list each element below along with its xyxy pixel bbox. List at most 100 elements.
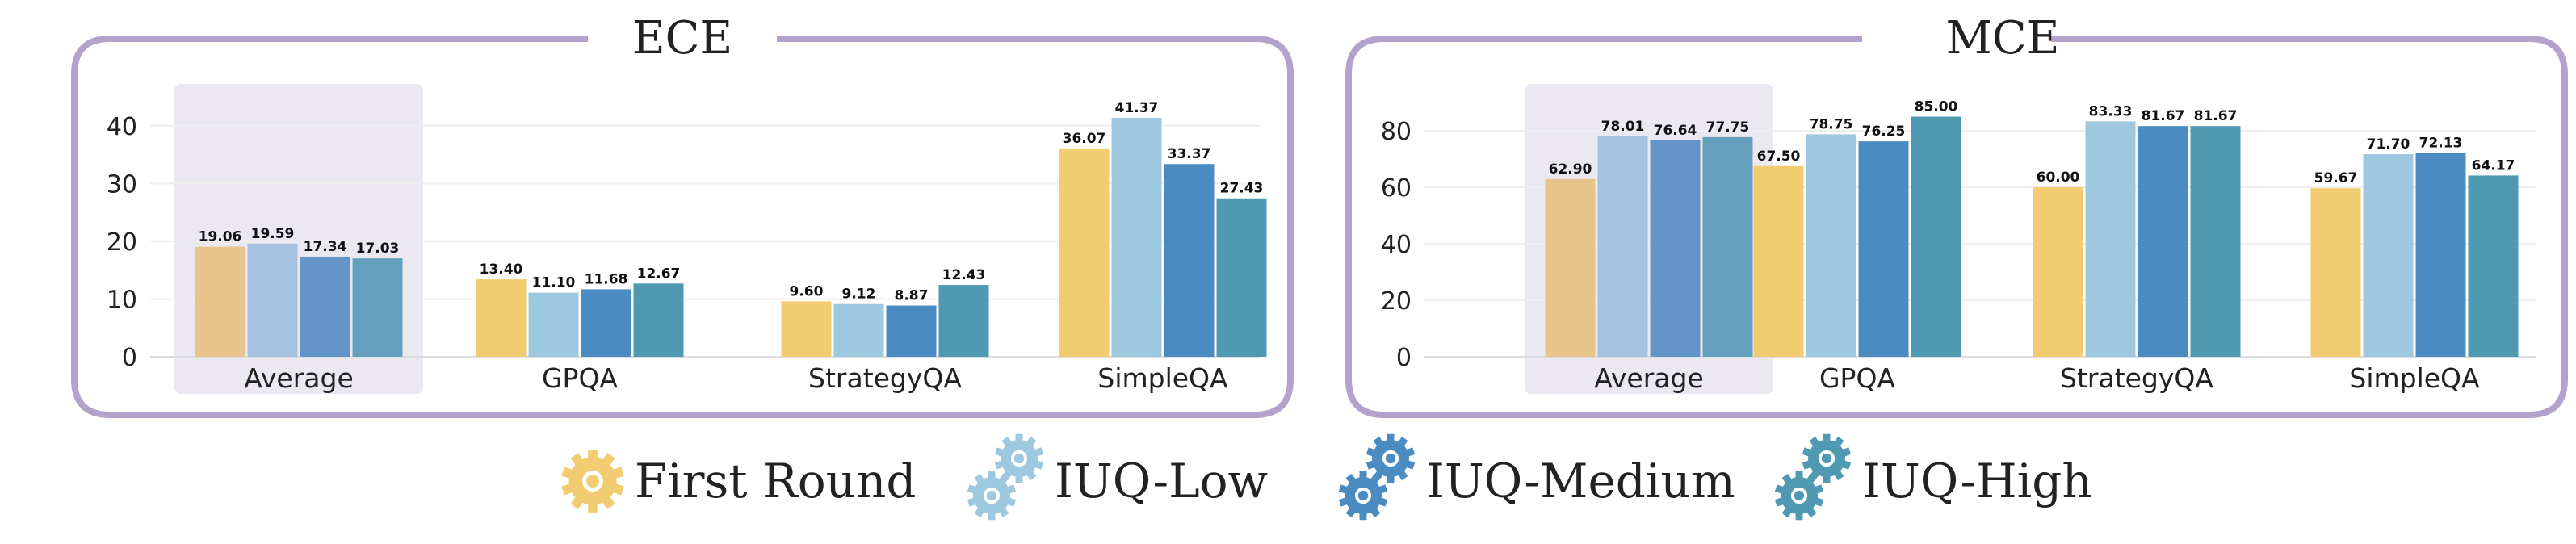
bar-iuq-medium — [581, 289, 631, 357]
y-tick-label: 0 — [122, 344, 137, 372]
bar-iuq-low — [1806, 134, 1856, 357]
bar-iuq-medium — [1164, 164, 1215, 357]
y-tick-label: 0 — [1396, 344, 1412, 372]
gear-icon — [1802, 433, 1852, 483]
bar-first-round — [2033, 187, 2083, 357]
bar-first-round — [1059, 148, 1110, 357]
gear-icon — [994, 433, 1044, 483]
y-tick-label: 30 — [107, 170, 137, 199]
bar-iuq-low — [1111, 117, 1162, 357]
legend-label: IUQ-High — [1862, 454, 2092, 508]
data-label: 19.06 — [199, 229, 242, 245]
data-label: 76.64 — [1654, 123, 1697, 139]
bar-iuq-medium — [1650, 140, 1701, 357]
gear-icon — [1774, 471, 1824, 521]
y-tick-label: 10 — [107, 286, 137, 314]
legend-item-iuq-medium: IUQ-Medium — [1338, 433, 1735, 521]
bar-iuq-low — [2085, 121, 2136, 357]
bar-first-round — [195, 246, 245, 357]
data-label: 17.03 — [356, 241, 400, 257]
data-label: 36.07 — [1063, 131, 1106, 147]
y-tick-label: 40 — [1381, 231, 1412, 259]
data-label: 19.59 — [251, 226, 295, 242]
panels: ECE 0 10 20 30 40 19.06 19.59 17.34 17.03 Average 1… — [71, 12, 2568, 418]
legend-item-iuq-high: IUQ-High — [1774, 433, 2092, 521]
legend-label: First Round — [635, 454, 916, 508]
data-label: 11.68 — [585, 271, 628, 287]
y-tick-label: 20 — [107, 228, 137, 257]
bar-iuq-medium — [886, 305, 937, 357]
data-label: 59.67 — [2314, 170, 2358, 186]
data-label: 12.43 — [942, 267, 986, 283]
data-label: 77.75 — [1706, 119, 1750, 136]
data-label: 9.60 — [790, 283, 824, 299]
bar-iuq-low — [833, 303, 884, 357]
x-tick-label: StrategyQA — [808, 362, 962, 394]
bar-iuq-high — [2468, 175, 2519, 357]
gear-icon — [967, 471, 1017, 521]
bar-iuq-high — [2190, 126, 2241, 357]
legend-label: IUQ-Medium — [1426, 454, 1735, 508]
bar-iuq-high — [1911, 116, 1961, 357]
bar-iuq-medium — [300, 256, 350, 357]
data-label: 81.67 — [2194, 108, 2238, 124]
x-tick-label: StrategyQA — [2060, 362, 2213, 394]
bar-first-round — [781, 301, 832, 357]
gear-icon — [1338, 471, 1388, 521]
chart-panel-mce: MCE 0 20 40 60 80 62.90 78.01 76.64 77.75 Average 6… — [1345, 12, 2568, 418]
bar-iuq-low — [247, 243, 298, 357]
chart-panel-ece: ECE 0 10 20 30 40 19.06 19.59 17.34 17.03 Average 1… — [71, 12, 1294, 418]
bar-first-round — [1545, 178, 1596, 357]
panel-frame — [71, 36, 1294, 418]
data-label: 72.13 — [2419, 136, 2463, 152]
legend-item-iuq-low: IUQ-Low — [967, 433, 1268, 521]
data-label: 9.12 — [842, 287, 876, 303]
data-label: 83.33 — [2089, 103, 2133, 119]
data-label: 64.17 — [2472, 157, 2515, 174]
y-tick-label: 60 — [1381, 174, 1412, 203]
x-tick-label: SimpleQA — [1097, 362, 1228, 394]
gear-icon — [1366, 433, 1416, 483]
data-label: 8.87 — [895, 288, 929, 304]
data-label: 76.25 — [1862, 123, 1906, 140]
data-label: 85.00 — [1915, 99, 1958, 115]
data-label: 67.50 — [1757, 149, 1801, 165]
x-tick-label: GPQA — [542, 362, 618, 394]
y-tick-label: 80 — [1381, 118, 1412, 146]
bar-first-round — [1753, 165, 1804, 357]
bar-first-round — [476, 279, 527, 357]
x-tick-label: SimpleQA — [2349, 362, 2480, 394]
bar-iuq-low — [1597, 136, 1648, 357]
bar-iuq-high — [352, 258, 403, 357]
data-label: 33.37 — [1168, 146, 1211, 162]
data-label: 78.75 — [1810, 116, 1853, 132]
legend: First Round IUQ-Low IUQ-Medium IUQ-High — [561, 433, 2092, 521]
data-label: 62.90 — [1549, 161, 1592, 178]
x-tick-label: Average — [1594, 362, 1704, 394]
data-label: 78.01 — [1601, 119, 1645, 135]
bar-iuq-high — [1702, 136, 1753, 357]
bar-iuq-medium — [2138, 126, 2188, 357]
data-label: 17.34 — [304, 239, 347, 255]
bar-iuq-high — [1216, 198, 1267, 357]
bar-iuq-low — [528, 292, 579, 357]
bar-iuq-low — [2363, 154, 2414, 357]
bar-iuq-high — [938, 285, 989, 357]
legend-label: IUQ-Low — [1055, 454, 1268, 508]
data-label: 27.43 — [1220, 181, 1264, 197]
chart-title: MCE — [1945, 12, 2059, 65]
chart-title: ECE — [632, 12, 733, 65]
gear-icon — [561, 450, 624, 513]
data-label: 41.37 — [1115, 100, 1159, 116]
data-label: 81.67 — [2142, 108, 2185, 124]
x-tick-label: Average — [244, 362, 354, 394]
data-label: 13.40 — [480, 262, 523, 278]
data-label: 12.67 — [637, 266, 681, 282]
bar-iuq-medium — [2415, 153, 2466, 357]
y-tick-label: 40 — [107, 113, 137, 141]
x-tick-label: GPQA — [1819, 362, 1895, 394]
bar-first-round — [2310, 188, 2361, 357]
bar-iuq-high — [633, 283, 684, 357]
legend-item-first-round: First Round — [561, 450, 916, 513]
